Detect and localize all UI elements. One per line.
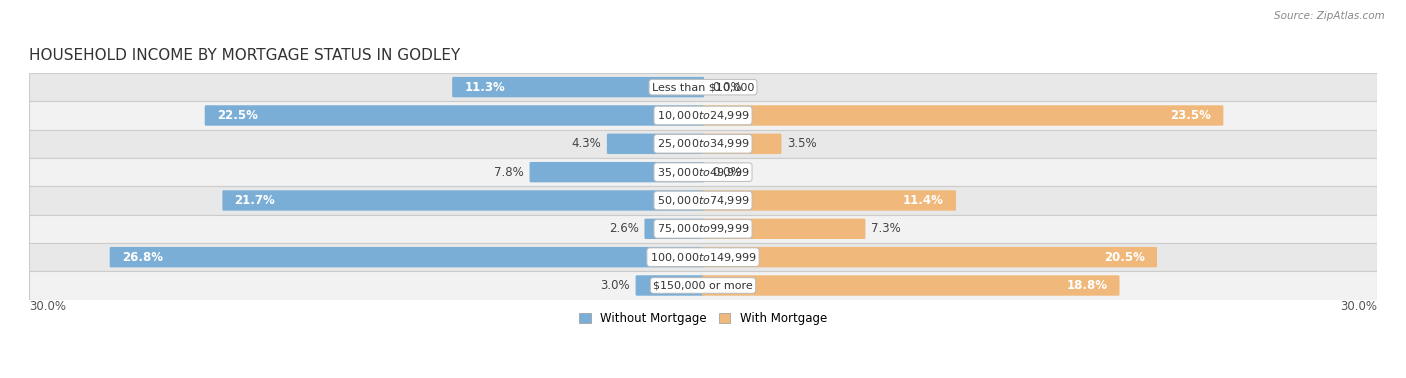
FancyBboxPatch shape <box>530 162 704 182</box>
Text: $35,000 to $49,999: $35,000 to $49,999 <box>657 166 749 179</box>
Text: 3.0%: 3.0% <box>600 279 630 292</box>
FancyBboxPatch shape <box>453 77 704 98</box>
Legend: Without Mortgage, With Mortgage: Without Mortgage, With Mortgage <box>574 308 832 330</box>
FancyBboxPatch shape <box>222 190 704 211</box>
Bar <box>30 101 1376 130</box>
Text: 4.3%: 4.3% <box>572 137 602 150</box>
Bar <box>30 73 1376 101</box>
Text: $150,000 or more: $150,000 or more <box>654 280 752 290</box>
Text: 3.5%: 3.5% <box>787 137 817 150</box>
FancyBboxPatch shape <box>607 133 704 154</box>
FancyBboxPatch shape <box>702 247 1157 267</box>
Text: HOUSEHOLD INCOME BY MORTGAGE STATUS IN GODLEY: HOUSEHOLD INCOME BY MORTGAGE STATUS IN G… <box>30 48 460 63</box>
Bar <box>30 130 1376 158</box>
Text: 11.3%: 11.3% <box>464 81 505 94</box>
Text: 2.6%: 2.6% <box>609 222 638 235</box>
Text: $25,000 to $34,999: $25,000 to $34,999 <box>657 137 749 150</box>
Text: $50,000 to $74,999: $50,000 to $74,999 <box>657 194 749 207</box>
Text: 7.8%: 7.8% <box>495 166 524 179</box>
Text: 26.8%: 26.8% <box>122 251 163 263</box>
Text: 20.5%: 20.5% <box>1104 251 1144 263</box>
Text: 23.5%: 23.5% <box>1170 109 1211 122</box>
Bar <box>30 186 1376 215</box>
Text: $100,000 to $149,999: $100,000 to $149,999 <box>650 251 756 263</box>
FancyBboxPatch shape <box>110 247 704 267</box>
FancyBboxPatch shape <box>702 190 956 211</box>
Text: 21.7%: 21.7% <box>235 194 276 207</box>
Text: 30.0%: 30.0% <box>1340 300 1376 313</box>
FancyBboxPatch shape <box>702 218 866 239</box>
FancyBboxPatch shape <box>205 105 704 125</box>
Bar <box>30 271 1376 300</box>
Text: 0.0%: 0.0% <box>711 166 741 179</box>
Text: 22.5%: 22.5% <box>217 109 257 122</box>
FancyBboxPatch shape <box>644 218 704 239</box>
Text: 18.8%: 18.8% <box>1066 279 1108 292</box>
FancyBboxPatch shape <box>702 105 1223 125</box>
FancyBboxPatch shape <box>702 133 782 154</box>
Bar <box>30 158 1376 186</box>
Text: 0.0%: 0.0% <box>711 81 741 94</box>
Bar <box>30 215 1376 243</box>
FancyBboxPatch shape <box>636 275 704 296</box>
Bar <box>30 243 1376 271</box>
Text: 30.0%: 30.0% <box>30 300 66 313</box>
Text: $75,000 to $99,999: $75,000 to $99,999 <box>657 222 749 235</box>
Text: $10,000 to $24,999: $10,000 to $24,999 <box>657 109 749 122</box>
FancyBboxPatch shape <box>702 275 1119 296</box>
Text: 7.3%: 7.3% <box>870 222 901 235</box>
Text: Source: ZipAtlas.com: Source: ZipAtlas.com <box>1274 11 1385 21</box>
Text: 11.4%: 11.4% <box>903 194 943 207</box>
Text: Less than $10,000: Less than $10,000 <box>652 82 754 92</box>
